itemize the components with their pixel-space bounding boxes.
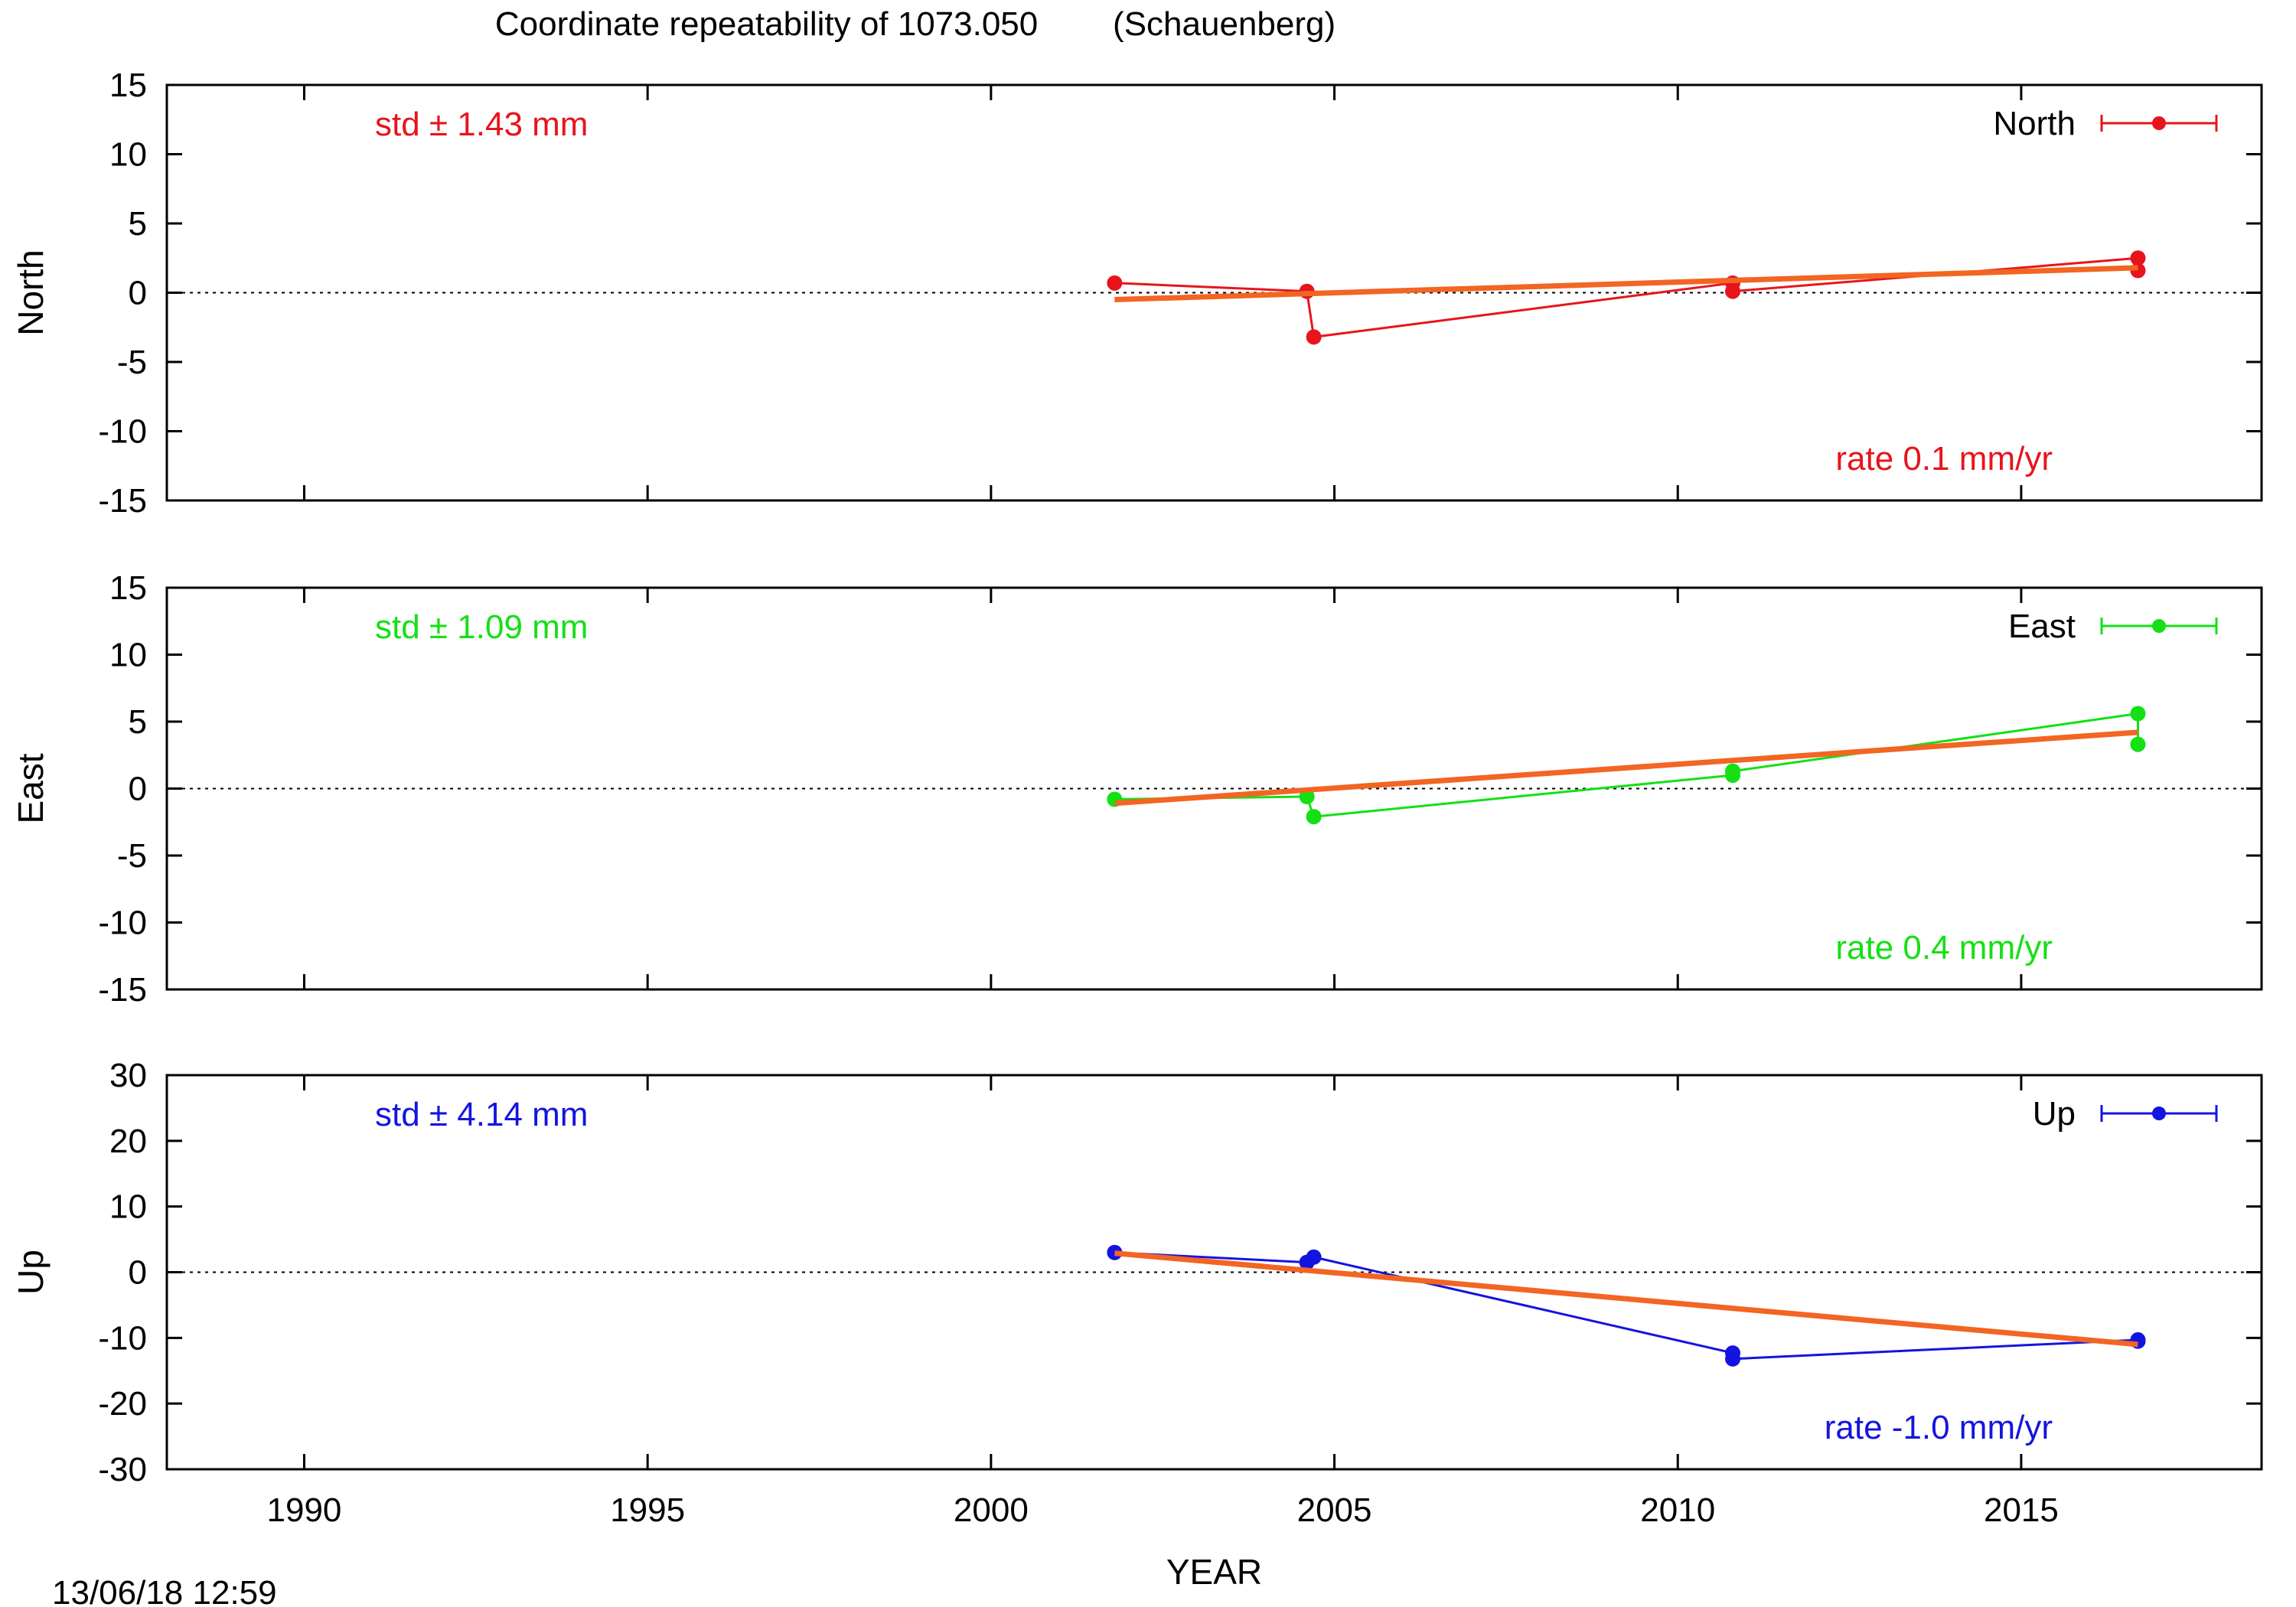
legend-marker — [2152, 619, 2166, 633]
data-point — [1725, 1351, 1741, 1367]
legend-marker — [2152, 1107, 2166, 1120]
y-tick-label: 0 — [129, 275, 147, 312]
y-tick-label: -10 — [98, 905, 147, 942]
y-tick-label: -10 — [98, 413, 147, 451]
y-axis-label: Up — [11, 1250, 51, 1295]
legend-label: North — [1993, 105, 2076, 142]
y-tick-label: 0 — [129, 1254, 147, 1292]
x-tick-label: 2015 — [1984, 1491, 2059, 1529]
y-tick-label: -20 — [98, 1385, 147, 1423]
rate-label: rate 0.1 mm/yr — [1835, 440, 2053, 478]
chart-title: Coordinate repeatability of 1073.050 (Sc… — [495, 5, 1336, 43]
rate-label: rate -1.0 mm/yr — [1825, 1409, 2053, 1446]
y-tick-label: 5 — [129, 205, 147, 243]
y-tick-label: 20 — [109, 1123, 147, 1160]
panel-north: -15 -10 -5 0 5 10 15 North std ± 1.43 mm rate 0.1… — [11, 67, 2263, 520]
y-tick-label: 10 — [109, 1188, 147, 1226]
legend-marker — [2152, 116, 2166, 130]
data-point — [2130, 706, 2146, 722]
y-axis-label: East — [11, 753, 51, 823]
y-axis-label: North — [11, 249, 51, 335]
data-point — [2130, 736, 2146, 752]
y-tick-label: 10 — [109, 637, 147, 674]
y-tick-label: 15 — [109, 569, 147, 607]
x-tick-label: 2010 — [1640, 1491, 1715, 1529]
trend-line — [1114, 729, 2138, 807]
y-tick-label: 30 — [109, 1057, 147, 1094]
x-axis-label: YEAR — [1166, 1552, 1262, 1592]
y-tick-label: -30 — [98, 1451, 147, 1488]
rate-label: rate 0.4 mm/yr — [1835, 929, 2053, 966]
y-tick-label: -15 — [98, 971, 147, 1009]
panel-up: -30 -20 -10 0 10 20 30 1990 1995 2000 2005 2010 2015… — [11, 1057, 2263, 1592]
y-tick-label: -5 — [117, 344, 147, 381]
data-point — [2130, 250, 2146, 266]
y-tick-label: -5 — [117, 837, 147, 875]
y-tick-label: 0 — [129, 771, 147, 808]
x-tick-label: 1990 — [267, 1491, 342, 1529]
data-point — [1306, 1249, 1322, 1265]
panels: -15 -10 -5 0 5 10 15 North std ± 1.43 mm rate 0.1… — [11, 67, 2263, 1592]
y-tick-label: 5 — [129, 703, 147, 741]
legend-label: East — [2008, 608, 2076, 645]
trend-line — [1114, 1250, 2138, 1348]
std-label: std ± 4.14 mm — [375, 1096, 588, 1133]
timestamp: 13/06/18 12:59 — [52, 1574, 277, 1607]
data-point — [1107, 1244, 1123, 1260]
data-point — [1107, 275, 1123, 291]
std-label: std ± 1.43 mm — [375, 106, 588, 143]
legend-label: Up — [2033, 1095, 2076, 1133]
data-point — [1306, 809, 1322, 825]
y-tick-label: 10 — [109, 136, 147, 174]
trend-line — [1114, 265, 2138, 303]
y-tick-label: -15 — [98, 482, 147, 520]
y-tick-label: 15 — [109, 67, 147, 104]
y-tick-label: -10 — [98, 1319, 147, 1357]
panel-east: -15 -10 -5 0 5 10 15 East std ± 1.09 mm rate 0.4 … — [11, 569, 2263, 1009]
data-point — [1725, 763, 1741, 779]
x-tick-label: 2000 — [954, 1491, 1029, 1529]
data-point — [1725, 283, 1741, 299]
x-tick-label: 2005 — [1297, 1491, 1372, 1529]
x-tick-label: 1995 — [610, 1491, 685, 1529]
std-label: std ± 1.09 mm — [375, 608, 588, 646]
data-point — [1306, 329, 1322, 345]
